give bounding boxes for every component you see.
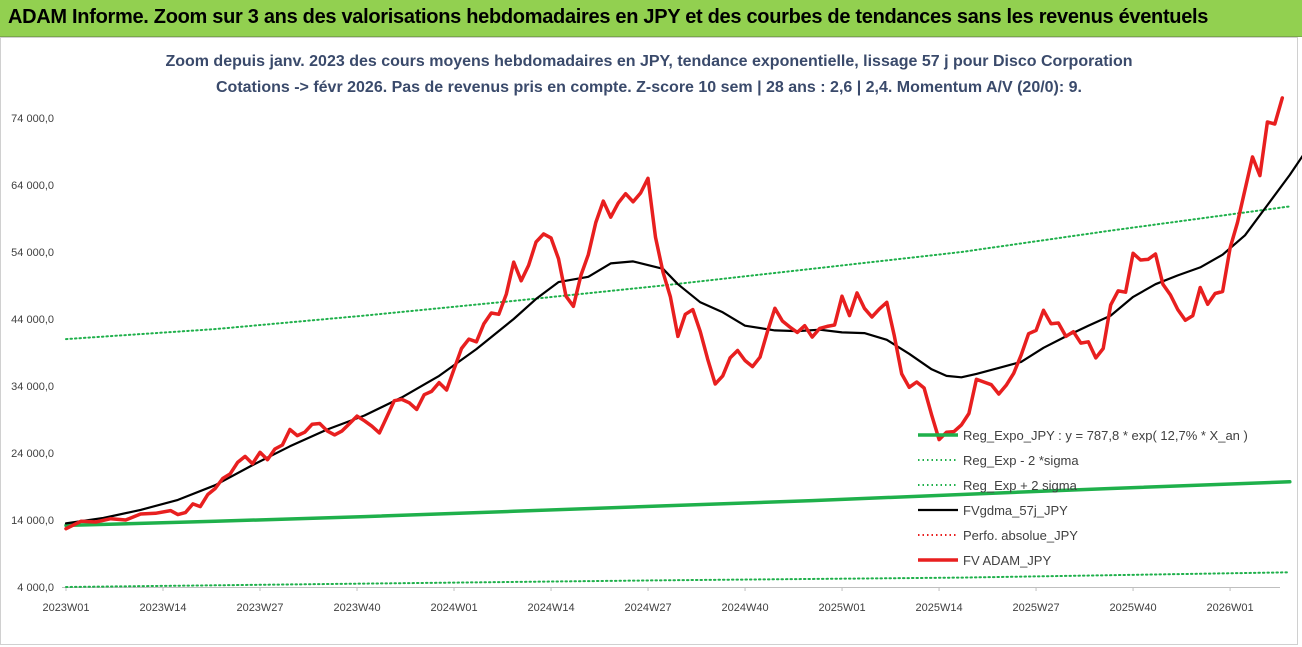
y-tick-label: 64 000,0 — [11, 180, 54, 192]
x-tick-label: 2023W01 — [42, 602, 89, 614]
chart-frame — [0, 37, 1298, 645]
series-line-1 — [65, 571, 1291, 588]
series-line-5 — [64, 96, 1285, 531]
legend: Reg_Expo_JPY : y = 787,8 * exp( 12,7% * … — [918, 428, 1248, 568]
y-tick-label: 24 000,0 — [11, 448, 54, 460]
series-line-3 — [64, 154, 1302, 525]
y-tick-label: 14 000,0 — [11, 515, 54, 527]
y-tick-label: 34 000,0 — [11, 381, 54, 393]
legend-entry: Reg_Expo_JPY : y = 787,8 * exp( 12,7% * … — [963, 428, 1248, 443]
y-tick-label: 54 000,0 — [11, 247, 54, 259]
series-line-0 — [64, 480, 1292, 528]
x-tick-label: 2024W01 — [430, 602, 477, 614]
chart-title: Zoom depuis janv. 2023 des cours moyens … — [165, 53, 1133, 70]
y-tick-label: 4 000,0 — [17, 582, 54, 594]
x-tick-label: 2025W40 — [1110, 602, 1157, 614]
x-tick-label: 2026W01 — [1207, 602, 1254, 614]
legend-entry: FVgdma_57j_JPY — [963, 503, 1068, 518]
legend-entry: Reg_Exp + 2 sigma — [963, 478, 1078, 493]
legend-entry: Perfo. absolue_JPY — [963, 528, 1078, 543]
x-tick-label: 2025W14 — [916, 602, 963, 614]
x-tick-label: 2024W14 — [527, 602, 574, 614]
x-axis: 2023W01 2023W14 2023W27 2023W40 2024W01 2024W… — [42, 587, 1280, 614]
y-axis: 4 000,0 14 000,0 24 000,0 34 000,0 44 000,0 5… — [11, 113, 54, 594]
report-banner: ADAM Informe. Zoom sur 3 ans des valoris… — [0, 0, 1302, 37]
x-tick-label: 2025W01 — [819, 602, 866, 614]
x-tick-label: 2024W40 — [721, 602, 768, 614]
x-tick-label: 2023W14 — [139, 602, 186, 614]
legend-entry: Reg_Exp - 2 *sigma — [963, 453, 1079, 468]
chart-subtitle: Cotations -> févr 2026. Pas de revenus p… — [215, 79, 1082, 96]
x-tick-label: 2024W27 — [624, 602, 671, 614]
series-line-2 — [65, 205, 1291, 341]
legend-entry: FV ADAM_JPY — [963, 553, 1051, 568]
y-tick-label: 44 000,0 — [11, 314, 54, 326]
series-layer — [64, 96, 1302, 588]
x-tick-label: 2025W27 — [1013, 602, 1060, 614]
x-tick-label: 2023W40 — [333, 602, 380, 614]
banner-title: ADAM Informe. Zoom sur 3 ans des valoris… — [8, 6, 1209, 28]
y-tick-label: 74 000,0 — [11, 113, 54, 125]
x-tick-label: 2023W27 — [236, 602, 283, 614]
